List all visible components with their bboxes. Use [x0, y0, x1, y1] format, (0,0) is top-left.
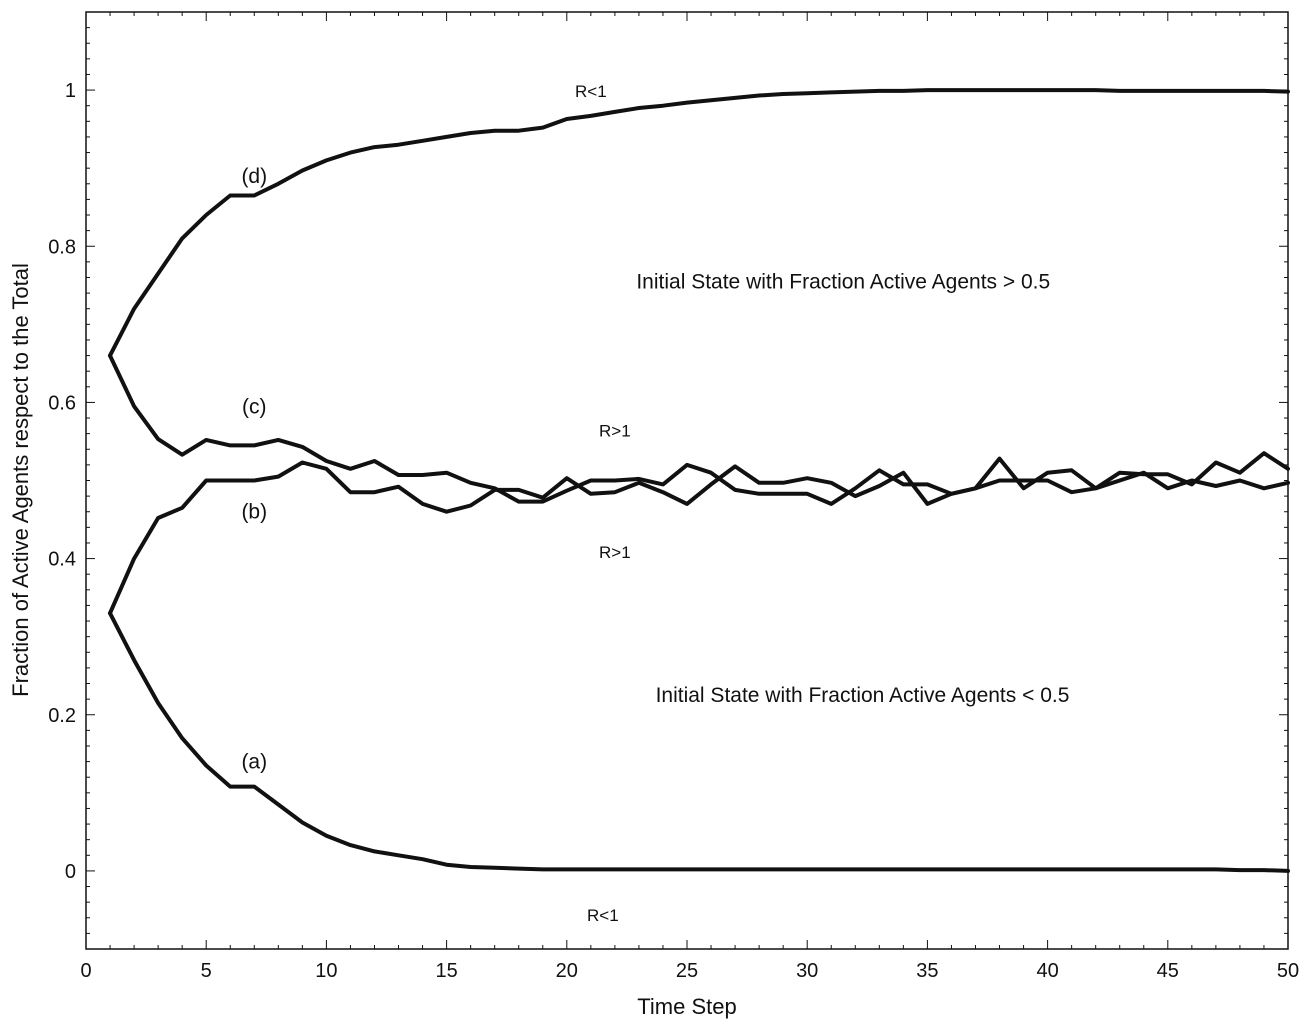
annotation-label-d: (d) — [241, 165, 267, 188]
x-tick-label: 40 — [1036, 960, 1058, 982]
x-tick-label: 50 — [1277, 960, 1299, 982]
x-tick-label: 20 — [556, 960, 578, 982]
annotation-label-b: (b) — [241, 501, 267, 524]
annotation-label-a: (a) — [241, 751, 267, 774]
annotation-label-c: (c) — [242, 395, 267, 418]
x-tick-label: 15 — [435, 960, 457, 982]
x-tick-label: 25 — [676, 960, 698, 982]
y-axis-label: Fraction of Active Agents respect to the… — [8, 263, 33, 697]
series-line-d — [108, 88, 1290, 358]
y-tick-label: 0.8 — [48, 236, 76, 258]
annotation-label-r-less-top: R<1 — [575, 82, 607, 101]
x-tick-label: 10 — [315, 960, 337, 982]
x-axis-label: Time Step — [637, 994, 736, 1019]
axis-ticks: 0 5 10 15 20 25 30 35 40 45 50 0 0.2 0.4 0.6 0.8 1 — [48, 11, 1299, 982]
annotation-label-state-low: Initial State with Fraction Active Agent… — [656, 684, 1070, 707]
series-line-b — [108, 451, 1290, 616]
x-tick-label: 5 — [201, 960, 212, 982]
y-tick-label: 0.2 — [48, 705, 76, 727]
annotation-label-state-high: Initial State with Fraction Active Agent… — [636, 270, 1050, 293]
series-line-a — [108, 611, 1290, 873]
y-tick-label: 0.6 — [48, 392, 76, 414]
annotation-layer: (a) (b) (c) (d) R<1 R>1 R>1 R<1 Initial State wi… — [241, 82, 1069, 925]
y-tick-label: 0.4 — [48, 549, 76, 571]
annotation-label-r-greater-bottom: R>1 — [599, 543, 631, 562]
x-tick-label: 30 — [796, 960, 818, 982]
y-tick-label: 0 — [65, 861, 76, 883]
x-tick-label: 35 — [916, 960, 938, 982]
annotation-label-r-less-bottom: R<1 — [587, 906, 619, 925]
series-layer — [108, 88, 1290, 873]
series-line-c — [108, 353, 1290, 506]
x-tick-label: 45 — [1157, 960, 1179, 982]
annotation-label-r-greater-top: R>1 — [599, 422, 631, 441]
y-tick-label: 1 — [65, 80, 76, 102]
x-tick-label: 0 — [80, 960, 91, 982]
